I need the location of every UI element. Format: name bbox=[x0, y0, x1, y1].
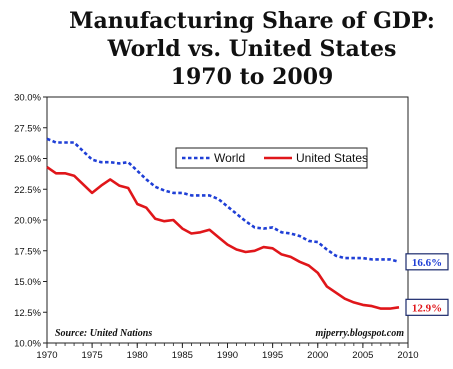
x-tick-label: 2010 bbox=[397, 350, 418, 361]
series-line-world bbox=[46, 137, 400, 264]
legend-label: World bbox=[214, 151, 245, 165]
end-label-text: 16.6% bbox=[412, 257, 442, 269]
x-tick-label: 2005 bbox=[352, 350, 373, 361]
x-tick-label: 1980 bbox=[127, 350, 148, 361]
series-line-united-states bbox=[46, 166, 400, 310]
x-tick-label: 2000 bbox=[307, 350, 328, 361]
x-tick-label: 1995 bbox=[262, 350, 283, 361]
credit-note: mjperry.blogspot.com bbox=[315, 328, 404, 339]
y-tick-label: 22.5% bbox=[14, 185, 41, 196]
end-label-text: 12.9% bbox=[412, 302, 442, 314]
chart-title-line-3: 1970 to 2009 bbox=[171, 64, 334, 90]
y-tick-label: 30.0% bbox=[14, 93, 41, 104]
x-tick-label: 1970 bbox=[36, 350, 57, 361]
end-label-box bbox=[405, 298, 449, 316]
y-tick-label: 12.5% bbox=[14, 308, 41, 319]
y-tick-label: 20.0% bbox=[14, 216, 41, 227]
plot-area: 10.0% 12.5% 15.0% 17.5% 20.0% 22.5% 25.0% 27.5%… bbox=[14, 93, 449, 361]
end-label-box bbox=[405, 253, 449, 271]
y-tick-label: 10.0% bbox=[14, 339, 41, 350]
y-tick-label: 17.5% bbox=[14, 246, 41, 257]
y-tick-label: 27.5% bbox=[14, 123, 41, 134]
chart-title-line-1: Manufacturing Share of GDP: bbox=[69, 8, 435, 34]
chart-title-line-2: World vs. United States bbox=[107, 36, 397, 62]
x-tick-label: 1975 bbox=[82, 350, 103, 361]
plot-frame bbox=[46, 96, 409, 344]
y-tick-label: 25.0% bbox=[14, 154, 41, 165]
x-tick-label: 1985 bbox=[172, 350, 193, 361]
x-tick-label: 1990 bbox=[217, 350, 238, 361]
source-note: Source: United Nations bbox=[55, 328, 152, 339]
y-tick-label: 15.0% bbox=[14, 277, 41, 288]
legend-label: United States bbox=[296, 151, 368, 165]
